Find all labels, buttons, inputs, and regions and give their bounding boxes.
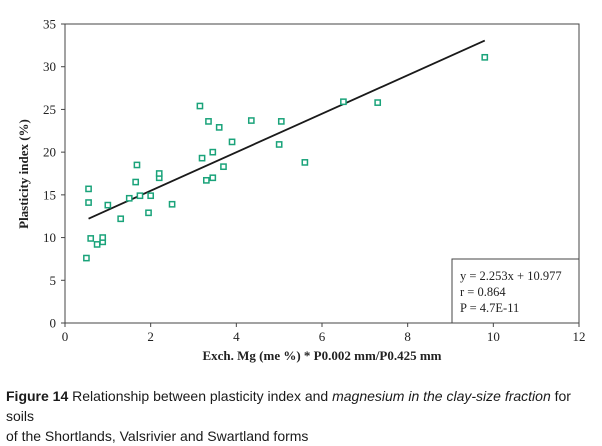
scatter-chart: 0 5 10 15 20 25 30 35 0 2 4 6 8 10 12 y = 2.253x + 10… xyxy=(16,17,586,364)
caption-line-1: Figure 14 Relationship between plasticit… xyxy=(6,386,598,426)
data-point xyxy=(209,148,217,156)
y-tick-label: 15 xyxy=(43,187,56,202)
data-point xyxy=(220,163,227,171)
caption-text-after: for soils xyxy=(6,388,571,424)
trendline xyxy=(88,39,486,220)
figure-caption: Figure 14 Relationship between plasticit… xyxy=(6,386,598,446)
data-point xyxy=(215,124,223,131)
data-point xyxy=(196,102,204,110)
x-tick-label: 6 xyxy=(319,329,326,344)
caption-line-2: of the Shortlands, Valsrivier and Swartl… xyxy=(6,428,309,444)
data-point xyxy=(168,200,176,208)
data-point xyxy=(132,178,140,186)
p-value-text: P = 4.7E-11 xyxy=(460,301,519,315)
x-tick-label: 8 xyxy=(404,329,411,344)
equation-text: y = 2.253x + 10.977 xyxy=(460,269,562,283)
y-tick-label: 10 xyxy=(43,230,56,245)
x-tick-label: 10 xyxy=(487,329,500,344)
x-axis: 0 2 4 6 8 10 12 xyxy=(62,323,586,344)
caption-text-italic: magnesium in the clay-size fraction xyxy=(332,388,551,404)
data-point xyxy=(85,199,92,206)
data-point xyxy=(147,192,155,200)
x-tick-label: 4 xyxy=(233,329,240,344)
data-point xyxy=(117,215,125,223)
caption-text-before: Relationship between plasticity index an… xyxy=(68,388,333,404)
data-point xyxy=(481,53,489,61)
data-point xyxy=(99,234,107,241)
x-axis-title: Exch. Mg (me %) * P0.002 mm/P0.425 mm xyxy=(202,348,441,363)
data-point xyxy=(203,176,210,184)
equation-box xyxy=(451,258,580,324)
data-point xyxy=(209,174,217,182)
correlation-text: r = 0.864 xyxy=(460,285,506,299)
y-tick-label: 0 xyxy=(50,316,57,331)
y-tick-label: 25 xyxy=(43,102,56,117)
y-axis: 0 5 10 15 20 25 30 35 xyxy=(43,17,65,331)
data-point xyxy=(136,192,144,200)
data-point xyxy=(125,194,133,202)
y-tick-label: 30 xyxy=(43,59,56,74)
data-point xyxy=(277,118,285,125)
figure-label: Figure 14 xyxy=(6,388,69,404)
data-point xyxy=(133,161,141,169)
data-point xyxy=(155,170,163,177)
x-tick-label: 0 xyxy=(62,329,69,344)
data-point xyxy=(85,185,92,193)
data-point xyxy=(83,254,90,262)
data-point xyxy=(198,154,206,162)
y-axis-title: Plasticity index (%) xyxy=(16,119,31,229)
data-point xyxy=(340,98,347,106)
data-point xyxy=(205,118,212,125)
data-point xyxy=(374,99,382,106)
data-point xyxy=(145,209,152,217)
y-tick-label: 5 xyxy=(50,273,57,288)
data-point xyxy=(87,235,95,242)
y-tick-label: 35 xyxy=(43,17,56,32)
data-point xyxy=(93,241,101,248)
y-tick-label: 20 xyxy=(43,145,56,160)
data-point xyxy=(275,141,283,148)
data-points xyxy=(83,53,489,262)
x-tick-label: 2 xyxy=(147,329,154,344)
x-tick-label: 12 xyxy=(573,329,586,344)
data-point xyxy=(301,159,309,166)
data-point xyxy=(104,201,112,209)
data-point xyxy=(247,117,255,124)
data-point xyxy=(228,138,236,146)
